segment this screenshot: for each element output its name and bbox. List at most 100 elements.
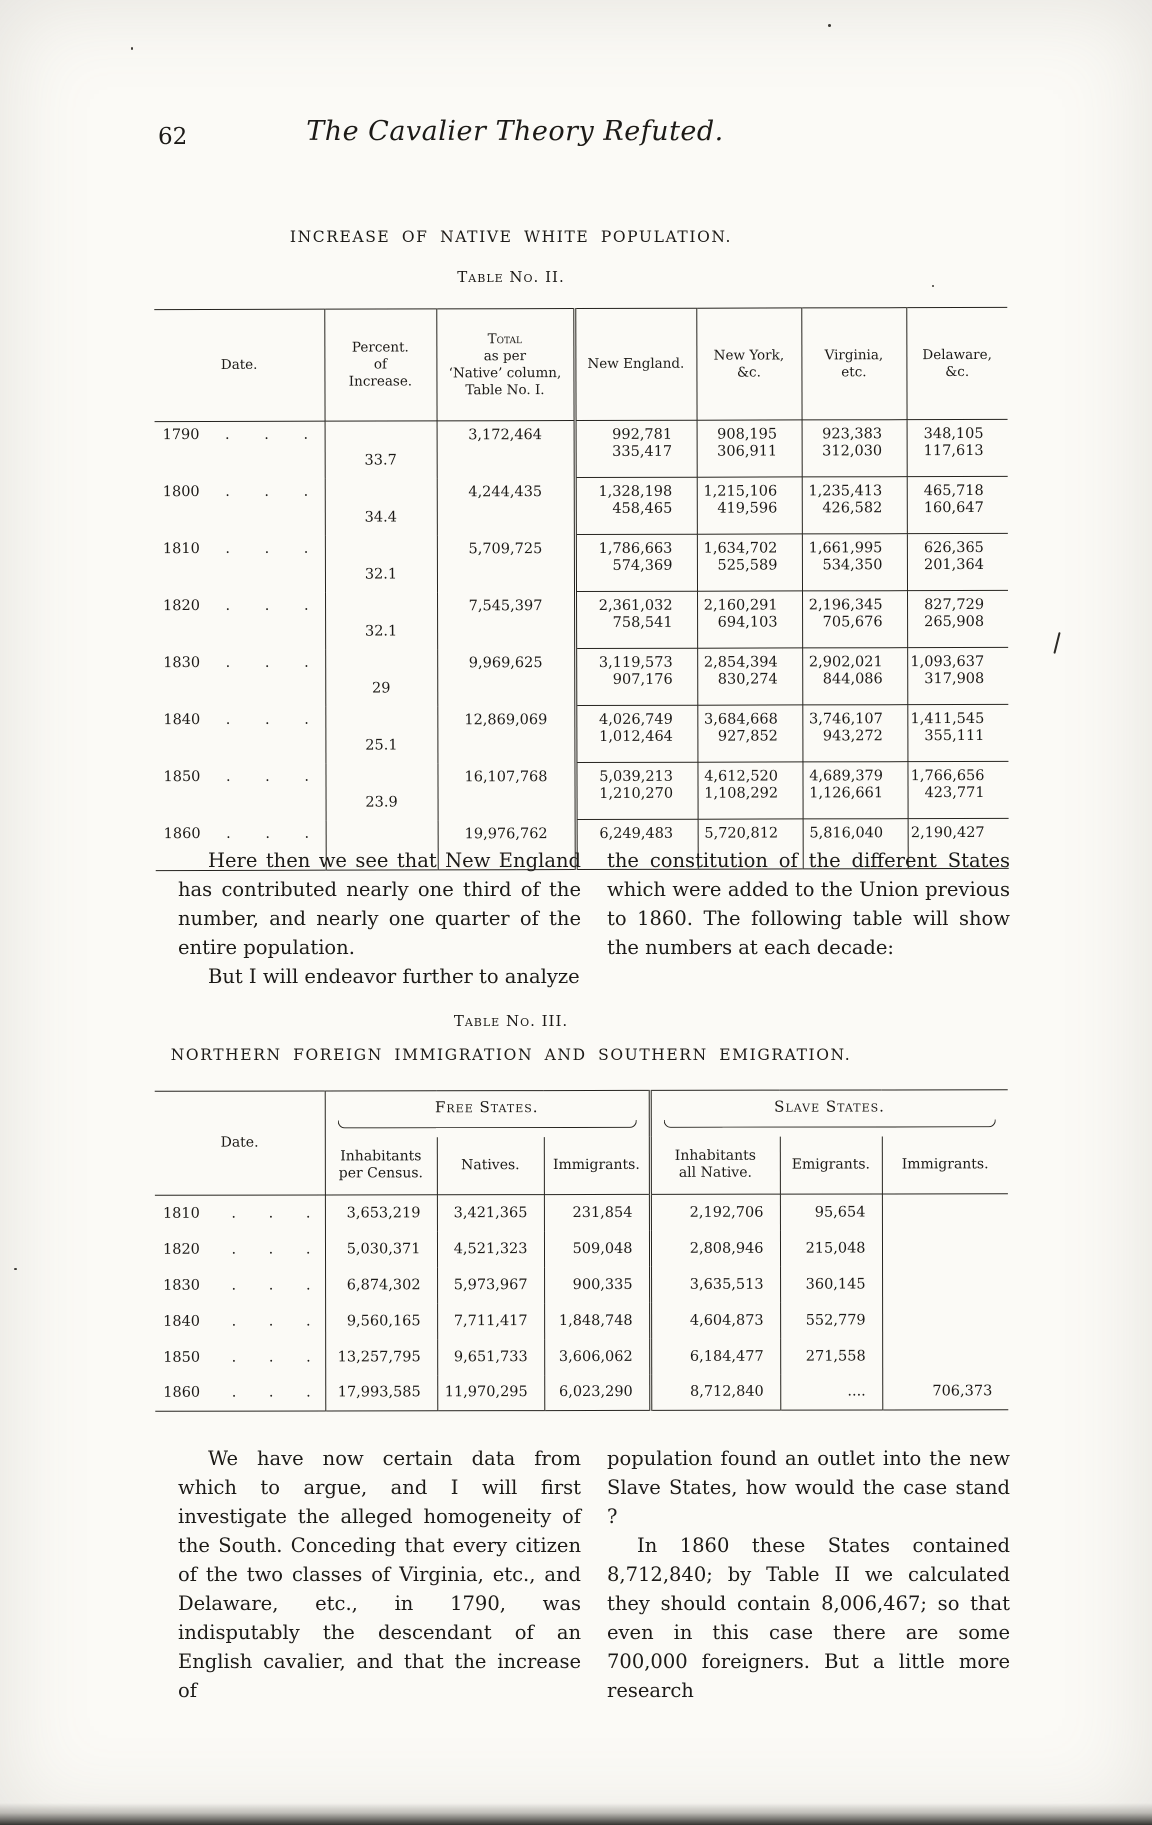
paragraph: We have now certain data from which to a… xyxy=(178,1447,581,1702)
scan-speck xyxy=(14,1268,17,1270)
text-column-left: We have now certain data from which to a… xyxy=(178,1444,581,1705)
t3-col-inhabitants-per-census: Inhabitants per Census. xyxy=(324,1136,437,1195)
bottom-paragraphs: We have now certain data from which to a… xyxy=(178,1444,1011,1705)
t3-col-inhabitants-all-native: Inhabitants all Native. xyxy=(649,1136,780,1195)
value-cell: 17,993,585 xyxy=(325,1374,438,1411)
scan-mark xyxy=(1053,632,1062,654)
state-cell: 5,039,213 1,210,270 xyxy=(575,762,698,820)
year-cell: 1840. . . xyxy=(155,1302,326,1340)
t3-col-emigrants: Emigrants. xyxy=(779,1135,882,1195)
table-row: 1810. . . 32.1 5,709,725 1,786,663 574,36… xyxy=(154,533,1009,593)
t2-col-percent: Percent. of Increase. xyxy=(324,308,437,422)
value-cell: .... xyxy=(780,1373,883,1411)
immigration-emigration-table: Date. Free States. Slave States. Inhabit… xyxy=(154,1089,1009,1412)
value-cell: 5,973,967 xyxy=(437,1266,545,1303)
year-cell: 1840. . . xyxy=(155,706,326,764)
percent-cell: 25.1 xyxy=(325,705,438,764)
state-cell: 3,684,668 927,852 xyxy=(697,704,803,763)
state-cell: 1,093,637 317,908 xyxy=(907,647,1009,705)
state-cell: 1,411,545 355,111 xyxy=(907,704,1009,762)
value-cell: 6,023,290 xyxy=(558,1384,633,1401)
value-cell: 231,854 xyxy=(572,1204,633,1221)
state-cell: 4,689,379 1,126,661 xyxy=(802,761,908,819)
year-cell: 1810. . . xyxy=(154,1194,325,1232)
state-cell: 1,328,198 458,465 xyxy=(574,477,697,535)
state-cell: 827,729 265,908 xyxy=(907,590,1009,648)
table2-header-row: Date. Percent. of Increase. Total as per… xyxy=(154,307,1008,422)
state-cell: 2,902,021 844,086 xyxy=(802,647,908,705)
state-cell: 348,105 117,613 xyxy=(906,419,1008,477)
percent-cell: 23.9 xyxy=(325,762,438,821)
total-cell: 7,545,397 xyxy=(437,591,576,649)
state-cell: 1,786,663 574,369 xyxy=(574,534,698,592)
value-cell: 360,145 xyxy=(780,1265,883,1303)
state-cell: 3,119,573 907,176 xyxy=(575,648,698,706)
state-cell: 992,781 335,417 xyxy=(574,420,697,478)
state-cell: 2,361,032 758,541 xyxy=(575,591,698,649)
page-bottom-shadow xyxy=(0,1803,1152,1825)
value-cell: 3,635,513 xyxy=(650,1266,781,1303)
section-heading-immigration: NORTHERN FOREIGN IMMIGRATION AND SOUTHER… xyxy=(170,1046,852,1064)
text-column-right: population found an outlet into the new … xyxy=(607,1444,1010,1705)
value-cell: 4,604,873 xyxy=(650,1302,781,1339)
value-cell: 552,779 xyxy=(780,1301,883,1339)
value-cell: 706,373 xyxy=(932,1383,993,1400)
value-cell: 5,030,371 xyxy=(324,1230,438,1267)
year-cell: 1800. . . xyxy=(154,478,325,536)
year-cell: 1830. . . xyxy=(155,1266,326,1304)
table3-caption: Table No. III. xyxy=(453,1012,569,1030)
scan-speck xyxy=(932,285,934,287)
total-cell: 5,709,725 xyxy=(436,534,576,592)
value-cell: 4,521,323 xyxy=(436,1230,545,1267)
value-cell: 9,560,165 xyxy=(325,1302,438,1339)
value-cell: 3,421,365 xyxy=(436,1194,544,1231)
total-cell: 3,172,464 xyxy=(436,420,575,478)
t3-col-date: Date. xyxy=(154,1090,325,1196)
table-row: 1820. . . 5,030,371 4,521,323 509,048 2,… xyxy=(154,1229,1008,1268)
t3-col-slave-immigrants: Immigrants. xyxy=(881,1135,1008,1194)
value-cell xyxy=(882,1338,1008,1374)
year-cell: 1810. . . xyxy=(154,535,326,593)
state-cell: 2,854,394 830,274 xyxy=(697,647,803,706)
scan-speck xyxy=(828,24,831,27)
percent-cell: 32.1 xyxy=(324,534,438,593)
value-cell: 900,335 xyxy=(572,1276,633,1293)
value-cell: 11,970,295 xyxy=(437,1374,545,1411)
year-cell: 1790. . . xyxy=(154,421,325,479)
table-row: 1790. . . 33.7 3,172,464 992,781 335,417 … xyxy=(154,419,1008,479)
mid-paragraphs: Here then we see that New England has co… xyxy=(178,846,1011,991)
text-column-right: the constitution of the different States… xyxy=(607,846,1010,991)
state-cell: 1,235,413 426,582 xyxy=(801,476,907,534)
table-row: 1840. . . 9,560,165 7,711,417 1,848,748 … xyxy=(155,1301,1008,1340)
population-increase-table: Date. Percent. of Increase. Total as per… xyxy=(154,306,1009,872)
paragraph: the constitution of the different States… xyxy=(607,849,1010,959)
year-cell: 1830. . . xyxy=(155,649,326,707)
scan-speck xyxy=(131,47,133,50)
paragraph: Here then we see that New England has co… xyxy=(178,849,581,959)
percent-cell: 33.7 xyxy=(324,420,437,479)
t3-col-free-immigrants: Immigrants. xyxy=(543,1136,650,1195)
value-cell: 271,558 xyxy=(780,1337,883,1375)
value-cell: 13,257,795 xyxy=(325,1338,438,1375)
value-cell: 95,654 xyxy=(779,1193,882,1231)
paragraph: In 1860 these States contained 8,712,840… xyxy=(607,1534,1010,1702)
state-cell: 465,718 160,647 xyxy=(906,476,1008,534)
t2-col-new-england: New England. xyxy=(574,308,697,421)
table-row: 1850. . . 13,257,795 9,651,733 3,606,062… xyxy=(155,1337,1008,1376)
value-cell: 2,808,946 xyxy=(649,1230,781,1267)
value-cell: 1,848,748 xyxy=(558,1312,633,1329)
value-cell xyxy=(882,1266,1008,1302)
t2-col-total: Total as per ‘Native’ column, Table No. … xyxy=(436,308,575,421)
t3-col-natives: Natives. xyxy=(436,1136,544,1195)
value-cell: 7,711,417 xyxy=(437,1302,545,1339)
brace-rule xyxy=(337,1120,637,1129)
paragraph: population found an outlet into the new … xyxy=(607,1447,1010,1528)
t2-col-date: Date. xyxy=(154,309,325,422)
total-cell: 16,107,768 xyxy=(437,762,576,820)
table-row: 1810. . . 3,653,219 3,421,365 231,854 2,… xyxy=(154,1193,1008,1232)
value-cell: 6,874,302 xyxy=(325,1266,438,1303)
value-cell: 2,192,706 xyxy=(649,1194,780,1231)
brace-rule xyxy=(663,1119,996,1129)
state-cell: 1,661,995 534,350 xyxy=(801,533,908,591)
